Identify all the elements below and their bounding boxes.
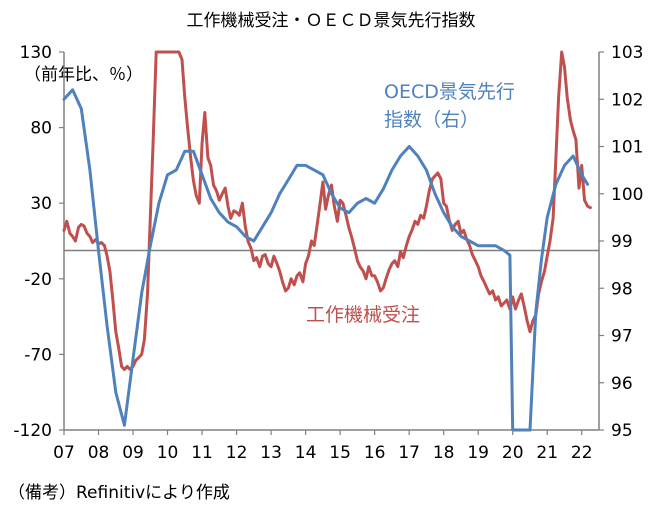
right-tick-label: 103 <box>611 43 643 63</box>
x-tick-label: 20 <box>502 443 524 463</box>
machine-tool-orders-line <box>62 50 592 371</box>
right-tick-label: 100 <box>611 185 643 205</box>
x-tick-label: 19 <box>467 443 489 463</box>
left-axis-unit-label: （前年比、％） <box>24 65 143 85</box>
left-tick-label: 30 <box>30 194 52 214</box>
x-tick-label: 21 <box>536 443 558 463</box>
right-tick-label: 101 <box>611 138 643 158</box>
x-tick-label: 15 <box>329 443 351 463</box>
x-tick-label: 12 <box>226 443 248 463</box>
series-labels: 工作機械受注 OECD景気先行指数（右） <box>306 81 515 326</box>
oecd-leading-indicator-label: OECD景気先行 <box>384 81 515 103</box>
series-group <box>62 50 592 432</box>
left-tick-label: -20 <box>24 270 52 290</box>
right-tick-label: 102 <box>611 90 643 110</box>
x-tick-label: 07 <box>53 443 75 463</box>
left-axis-ticks: 130 80 30 -20 -70 -120 <box>13 43 64 441</box>
left-tick-label: -120 <box>13 421 52 441</box>
x-tick-label: 14 <box>295 443 317 463</box>
x-tick-label: 16 <box>364 443 386 463</box>
x-tick-label: 10 <box>157 443 179 463</box>
machine-tool-orders-label: 工作機械受注 <box>306 304 420 326</box>
x-tick-label: 08 <box>88 443 110 463</box>
left-tick-label: -70 <box>24 345 52 365</box>
x-tick-label: 17 <box>398 443 420 463</box>
plot-frame <box>63 52 600 431</box>
right-axis-ticks: 103 102 101 100 99 98 97 96 95 <box>599 43 643 441</box>
oecd-leading-indicator-label: 指数（右） <box>384 109 479 131</box>
x-tick-label: 09 <box>122 443 144 463</box>
x-axis-ticks: 07 08 09 10 11 12 13 14 15 16 17 18 19 20 21 22 <box>53 430 593 463</box>
right-tick-label: 96 <box>611 374 633 394</box>
right-tick-label: 98 <box>611 279 633 299</box>
chart-title: 工作機械受注・ＯＥＣＤ景気先行指数 <box>187 11 476 31</box>
right-tick-label: 95 <box>611 421 633 441</box>
right-tick-label: 99 <box>611 232 633 252</box>
x-tick-label: 13 <box>260 443 282 463</box>
source-note: （備考）Refinitivにより作成 <box>8 483 230 503</box>
x-tick-label: 22 <box>571 443 593 463</box>
x-tick-label: 11 <box>191 443 213 463</box>
left-tick-label: 80 <box>30 119 52 139</box>
x-tick-label: 18 <box>433 443 455 463</box>
left-tick-label: 130 <box>20 43 52 63</box>
right-tick-label: 97 <box>611 327 633 347</box>
oecd-leading-indicator-line <box>62 88 590 432</box>
